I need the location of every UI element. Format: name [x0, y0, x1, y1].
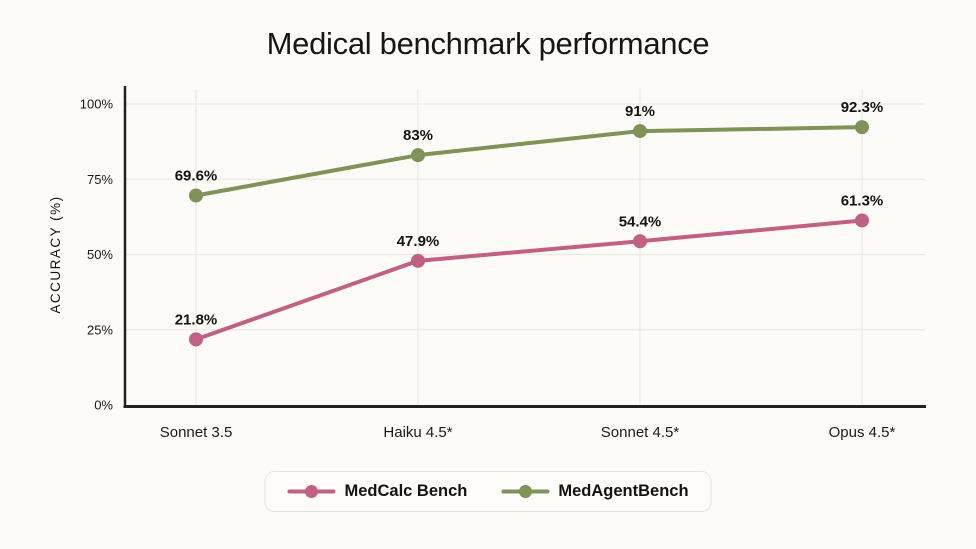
chart-title: Medical benchmark performance — [266, 26, 710, 61]
series-line-medagentbench — [194, 125, 864, 198]
data-point-label-medcalc-bench: 21.8% — [175, 311, 218, 328]
data-point-medcalc-bench — [411, 253, 425, 268]
data-point-label-medagentbench: 69.6% — [175, 168, 218, 185]
line-chart-plot: 0% 25% 50% 75% 100% Sonnet 3.5 Haiku 4.5* Sonne… — [48, 86, 926, 441]
data-point-medcalc-bench — [189, 332, 203, 347]
legend-label-medcalc-bench: MedCalc Bench — [344, 482, 468, 500]
data-point-medagentbench — [411, 148, 425, 163]
y-tick-label: 75% — [87, 172, 113, 187]
y-tick-label: 50% — [87, 247, 113, 262]
chart-legend: MedCalc Bench MedAgentBench — [264, 471, 712, 512]
data-point-label-medagentbench: 91% — [625, 103, 655, 120]
data-point-label-medcalc-bench: 47.9% — [397, 233, 440, 250]
y-tick-label: 25% — [87, 322, 113, 337]
data-point-label-medagentbench: 92.3% — [841, 99, 884, 116]
data-point-label-medcalc-bench: 61.3% — [841, 192, 884, 209]
legend-item-medcalc-bench: MedCalc Bench — [287, 482, 467, 501]
x-tick-label: Sonnet 4.5* — [601, 424, 680, 441]
y-axis-title: ACCURACY (%) — [48, 195, 63, 313]
x-tick-label: Haiku 4.5* — [383, 424, 452, 441]
x-tick-label: Sonnet 3.5 — [160, 424, 233, 441]
legend-label-medagentbench: MedAgentBench — [558, 482, 689, 500]
y-tick-label: 0% — [94, 398, 113, 413]
legend-marker-medagentbench-icon — [501, 485, 550, 498]
data-point-medagentbench — [855, 120, 869, 135]
data-point-medcalc-bench — [855, 213, 869, 228]
legend-item-medagentbench: MedAgentBench — [501, 482, 689, 501]
data-point-medcalc-bench — [633, 234, 647, 249]
data-point-label-medagentbench: 83% — [403, 127, 433, 144]
legend-marker-medcalc-icon — [287, 485, 336, 498]
series-line-medcalc-bench — [194, 218, 864, 342]
y-tick-label: 100% — [80, 97, 114, 112]
data-point-medagentbench — [633, 124, 647, 139]
data-point-medagentbench — [189, 188, 203, 203]
x-tick-label: Opus 4.5* — [829, 424, 896, 441]
data-point-label-medcalc-bench: 54.4% — [619, 213, 662, 230]
